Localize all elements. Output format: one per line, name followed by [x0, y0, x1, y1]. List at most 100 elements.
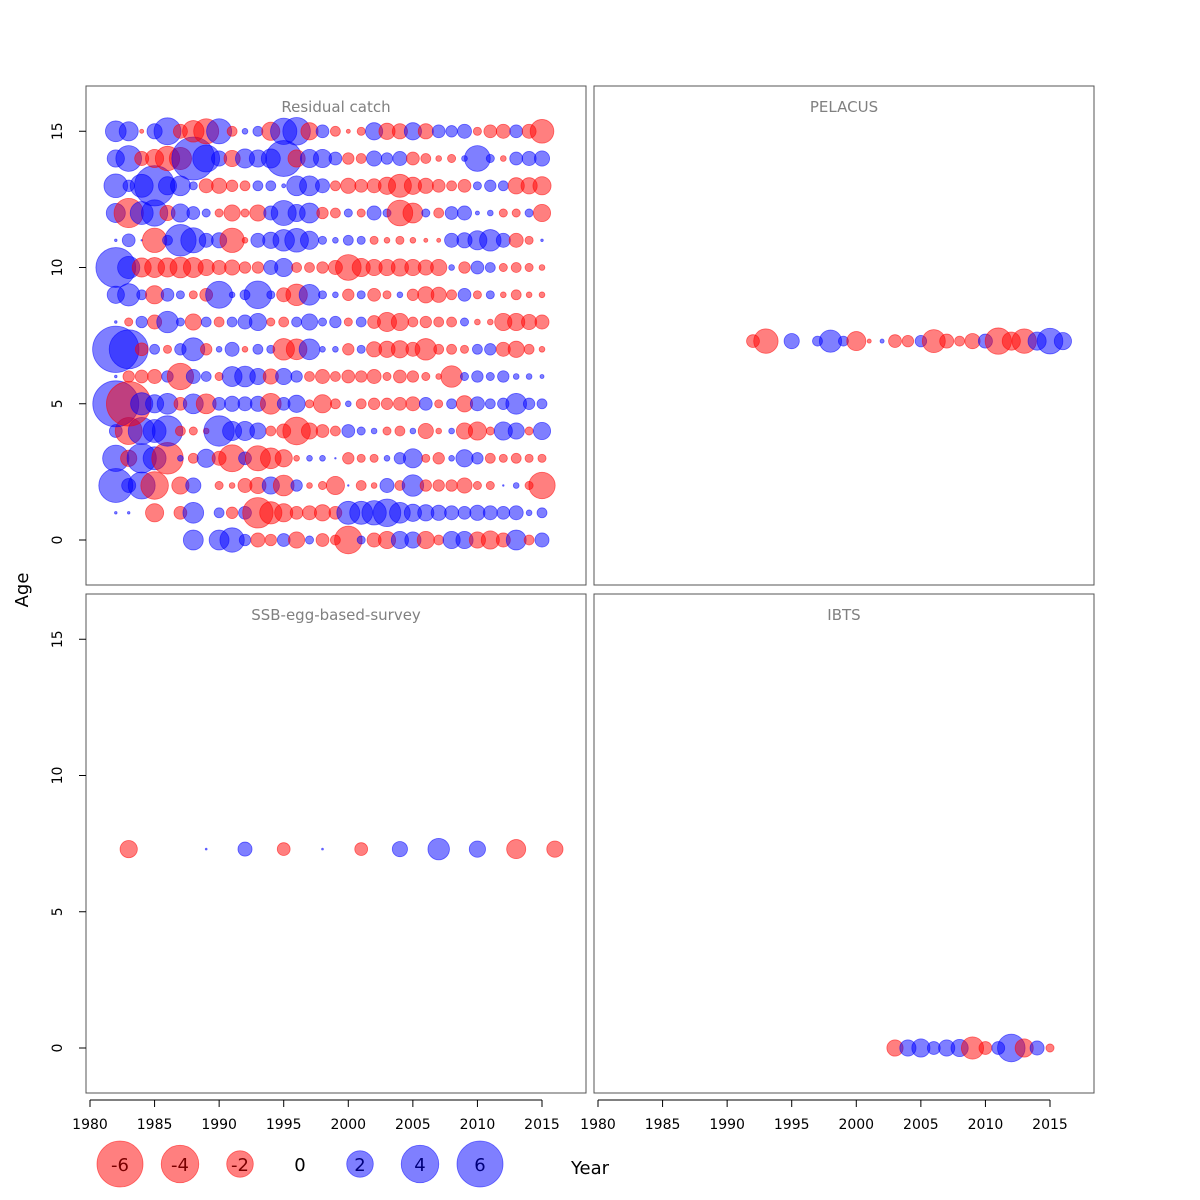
bubble-catch-1983-age-1	[127, 511, 131, 515]
bubble-catch-2008-age-14	[447, 154, 457, 163]
bubble-catch-1997-age-6	[304, 371, 315, 382]
bubble-catch-2005-age-5	[405, 396, 421, 412]
bubble-catch-2005-age-3	[402, 448, 423, 469]
panel-frame-ibts	[593, 593, 1095, 1094]
bubble-catch-1997-age-15	[300, 122, 319, 141]
y-axis-title: Age	[12, 573, 33, 608]
bubble-catch-1991-age-11	[219, 227, 245, 253]
bubble-catch-2014-age-1	[525, 509, 533, 517]
bubble-catch-2011-age-15	[483, 124, 498, 139]
bubble-catch-2003-age-14	[380, 152, 394, 165]
bubble-catch-2002-age-9	[367, 287, 381, 302]
bubble-catch-1998-age-7	[319, 346, 326, 353]
bubble-catch-2008-age-5	[446, 398, 457, 410]
bubble-catch-2012-age-13	[497, 180, 509, 192]
bubble-catch-1996-age-10	[291, 262, 302, 273]
bubble-catch-1985-age-6	[147, 369, 163, 384]
bubble-ssb-egg-based-survey-2007	[427, 837, 450, 861]
bubble-catch-1995-age-8	[278, 316, 290, 328]
bubble-catch-2013-age-1	[508, 505, 524, 521]
bubble-catch-2010-age-2	[472, 481, 482, 490]
bubble-catch-2011-age-8	[487, 318, 494, 326]
bubble-catch-2012-age-9	[500, 291, 507, 299]
x-tick-label: 2005	[903, 1117, 939, 1133]
bubble-catch-2010-age-6	[471, 370, 484, 383]
bubble-catch-1992-age-12	[240, 208, 250, 218]
bubble-catch-2001-age-9	[356, 290, 366, 300]
bubble-catch-2000-age-7	[342, 343, 355, 356]
bubble-catch-1996-age-8	[291, 316, 302, 328]
bubble-catch-2015-age-8	[534, 314, 550, 330]
bubble-catch-2011-age-12	[487, 209, 494, 217]
bubble-catch-1994-age-4	[265, 425, 277, 437]
bubble-catch-1983-age-8	[124, 317, 134, 327]
bubble-catch-2013-age-10	[510, 262, 522, 273]
bubble-catch-1984-age-8	[135, 315, 148, 329]
bubble-catch-2002-age-5	[367, 397, 381, 410]
bubble-ssb-egg-based-survey-2001	[354, 842, 369, 856]
x-tick-label: 1990	[201, 1117, 237, 1133]
bubble-catch-2012-age-14	[500, 155, 507, 162]
bubble-catch-1987-age-3	[177, 455, 184, 462]
bubble-catch-2007-age-9	[430, 286, 447, 303]
bubble-catch-1998-age-13	[315, 178, 330, 194]
bubble-catch-2008-age-4	[448, 427, 455, 435]
bubble-catch-2009-age-10	[458, 261, 471, 274]
bubble-catch-1999-age-7	[332, 346, 339, 353]
bubble-catch-2000-age-11	[342, 234, 354, 246]
bubble-catch-1997-age-9	[298, 284, 321, 306]
bubble-pelacus-1993	[753, 328, 779, 354]
bubble-catch-1991-age-8	[226, 316, 238, 328]
bubble-catch-2000-age-8	[343, 317, 353, 327]
bubble-catch-2000-age-12	[343, 208, 353, 218]
bubbles-ibts	[886, 1033, 1055, 1063]
bubble-catch-2007-age-11	[436, 237, 442, 243]
bubble-catch-1997-age-10	[304, 262, 315, 273]
bubble-catch-2008-age-3	[448, 455, 455, 462]
bubble-catch-2008-age-13	[446, 180, 457, 192]
bubble-catch-2014-age-7	[523, 343, 535, 355]
bubble-catch-2014-age-12	[524, 208, 534, 218]
legend-label: -6	[111, 1155, 129, 1176]
bubble-catch-1998-age-15	[315, 124, 330, 139]
bubble-ssb-egg-based-survey-1992	[237, 841, 253, 857]
bubble-catch-2008-age-9	[446, 289, 457, 301]
bubble-catch-1992-age-15	[241, 128, 249, 135]
bubble-catch-2004-age-9	[396, 291, 404, 299]
bubble-catch-2005-age-4	[409, 427, 417, 435]
bubble-catch-2006-age-6	[421, 372, 431, 381]
bubble-pelacus-2002	[879, 338, 885, 344]
bubble-catch-1993-age-10	[251, 261, 265, 274]
y-tick-label: 5	[50, 907, 66, 916]
y-tick-label: 15	[50, 122, 66, 140]
bubble-catch-2007-age-5	[434, 399, 444, 409]
bubble-catch-1997-age-0	[305, 535, 314, 545]
bubble-catch-2008-age-15	[445, 125, 458, 138]
x-tick-label: 2010	[460, 1117, 496, 1133]
bubble-catch-1991-age-9	[228, 291, 236, 299]
bubble-catch-2002-age-2	[370, 482, 378, 489]
bubble-pelacus-2007	[939, 333, 955, 349]
bubble-catch-2006-age-3	[421, 453, 431, 463]
bubble-catch-1997-age-3	[306, 455, 313, 462]
bubble-ssb-egg-based-survey-2013	[506, 839, 527, 860]
bubble-catch-2004-age-5	[393, 396, 407, 411]
bubble-catch-1999-age-12	[330, 207, 341, 219]
bubble-catch-2008-age-1	[444, 505, 460, 521]
bubble-catch-1996-age-3	[293, 455, 300, 462]
bubble-catch-1991-age-15	[226, 125, 238, 137]
legend-label: 2	[354, 1155, 365, 1176]
bubble-catch-2014-age-8	[521, 313, 538, 331]
bubble-catch-1991-age-10	[224, 259, 241, 276]
bubble-catch-2009-age-12	[457, 205, 472, 221]
bubble-catch-2010-age-1	[469, 504, 486, 521]
bubble-catch-2009-age-2	[456, 477, 473, 494]
bubble-catch-1998-age-8	[318, 317, 327, 327]
panel-title-ssb-egg-based-survey: SSB-egg-based-survey	[251, 606, 421, 624]
bubble-catch-2008-age-8	[446, 316, 457, 328]
bubble-catch-2008-age-7	[446, 343, 457, 355]
bubble-catch-2002-age-6	[366, 369, 382, 384]
bubble-catch-2007-age-15	[431, 124, 446, 139]
bubble-catch-2006-age-15	[417, 123, 434, 140]
